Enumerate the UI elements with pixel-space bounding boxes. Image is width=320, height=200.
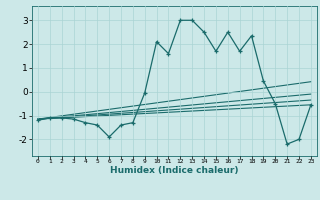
X-axis label: Humidex (Indice chaleur): Humidex (Indice chaleur) <box>110 166 239 175</box>
